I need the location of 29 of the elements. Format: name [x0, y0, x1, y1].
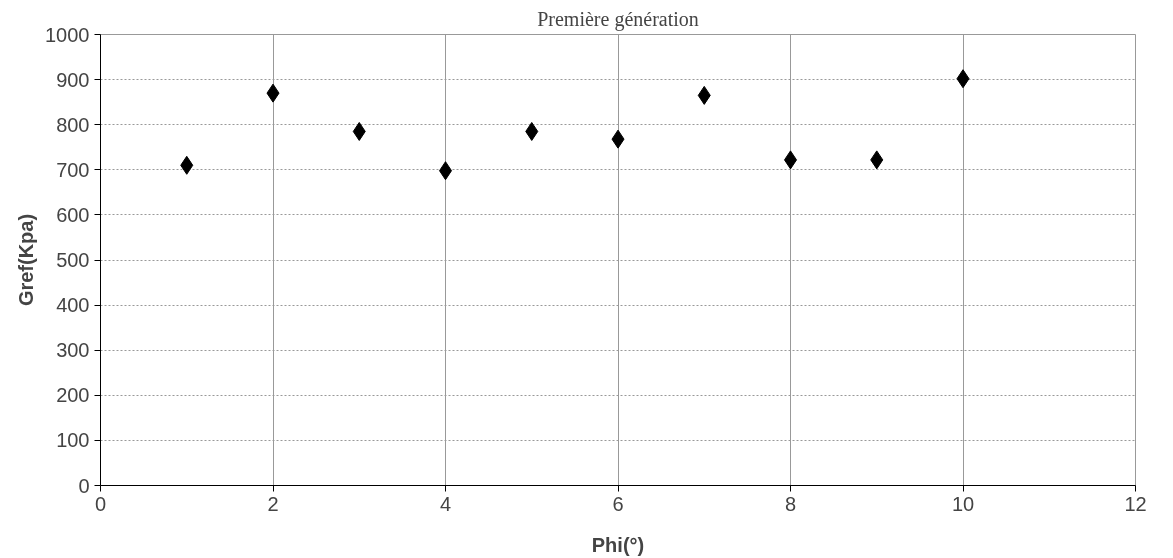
x-tick-label: 8 [784, 492, 797, 515]
y-tick-label: 600 [56, 203, 90, 226]
point [697, 85, 711, 105]
point [180, 155, 194, 175]
y-tick-label: 800 [56, 113, 90, 136]
y-tick-label: 100 [56, 429, 90, 452]
x-tick-label: 10 [951, 492, 975, 515]
point [352, 121, 366, 141]
point [870, 150, 884, 170]
point [956, 69, 970, 89]
y-tick-label: 200 [56, 384, 90, 407]
y-tick-label: 1000 [45, 23, 90, 46]
y-tick-label: 300 [56, 339, 90, 362]
y-tick-label: 900 [56, 68, 90, 91]
x-tick-label: 4 [439, 492, 452, 515]
point [266, 83, 280, 103]
y-tick-label: 400 [56, 294, 90, 317]
y-tick-label: 700 [56, 158, 90, 181]
y-tick-label: 500 [56, 249, 90, 271]
x-tick-label: 6 [612, 492, 624, 515]
x-tick-label: 0 [94, 492, 107, 515]
x-tick-label: 2 [267, 492, 279, 515]
x-axis-title: Phi(°) [591, 533, 645, 556]
x-tick-label: 12 [1124, 492, 1147, 515]
point [525, 121, 539, 141]
chart-title: Première génération [537, 7, 699, 31]
point [611, 129, 625, 149]
y-axis-title: Gref(Kpa) [15, 213, 38, 307]
y-tick-label: 0 [78, 474, 90, 497]
